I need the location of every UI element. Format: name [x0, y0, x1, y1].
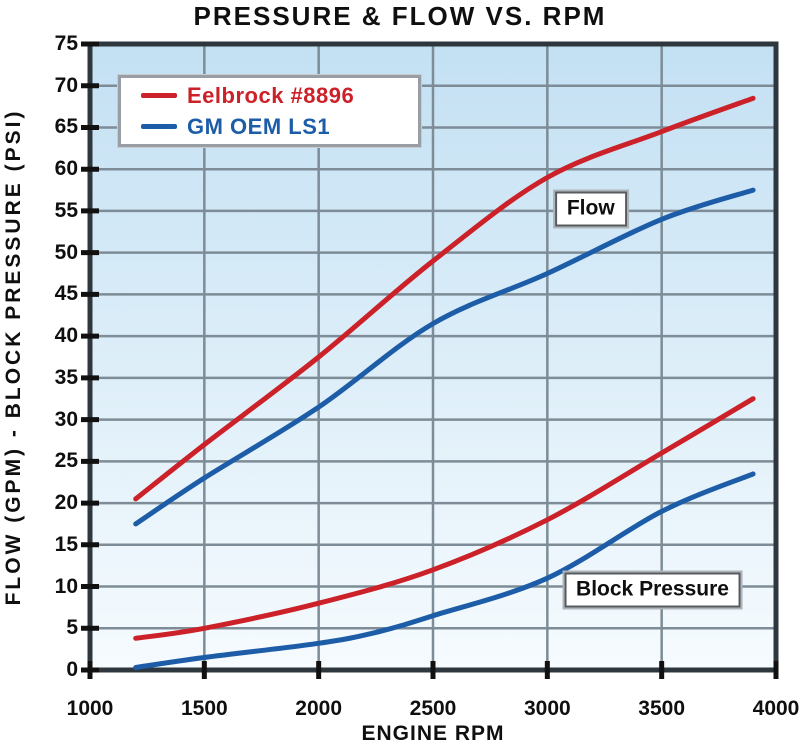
- series-curve: [133, 471, 756, 670]
- x-tick-label: 1000: [66, 697, 114, 720]
- y-tick-label: 75: [54, 32, 78, 55]
- legend-box: Eelbrock #8896 GM OEM LS1: [118, 75, 421, 147]
- x-tick-label: 3500: [638, 697, 686, 720]
- block-pressure-annotation: Block Pressure: [564, 572, 741, 608]
- series-curve: [133, 187, 756, 527]
- y-tick-label: 5: [66, 616, 78, 640]
- legend-label-gm-oem-ls1: GM OEM LS1: [187, 113, 331, 139]
- y-tick-label: 30: [54, 407, 78, 431]
- legend-label-edelbrock: Eelbrock #8896: [187, 82, 355, 108]
- y-tick-label: 0: [66, 658, 78, 681]
- y-tick-label: 55: [54, 198, 78, 222]
- x-tick-label: 1500: [180, 697, 228, 720]
- chart-title: PRESSURE & FLOW VS. RPM: [193, 1, 607, 31]
- x-tick-label: 3000: [523, 697, 571, 720]
- x-axis-title: ENGINE RPM: [361, 722, 505, 745]
- legend-item-edelbrock: Eelbrock #8896: [141, 83, 418, 109]
- y-tick-label: 35: [54, 365, 78, 389]
- y-tick-label: 60: [54, 157, 78, 181]
- x-tick-label: 4000: [752, 697, 800, 720]
- y-tick-label: 45: [54, 282, 78, 306]
- y-tick-label: 40: [54, 324, 78, 348]
- legend-item-gm-oem-ls1: GM OEM LS1: [141, 114, 418, 140]
- y-tick-label: 50: [54, 240, 78, 264]
- y-tick-label: 20: [54, 491, 78, 515]
- x-tick-label: 2500: [409, 697, 457, 720]
- flow-annotation: Flow: [554, 191, 627, 227]
- y-tick-label: 70: [54, 73, 78, 97]
- y-tick-label: 15: [54, 532, 78, 556]
- y-tick-label: 65: [54, 115, 78, 139]
- blue-line-swatch-icon: [141, 124, 177, 129]
- x-tick-label: 2000: [295, 697, 343, 720]
- red-line-swatch-icon: [141, 93, 177, 98]
- y-tick-label: 10: [54, 574, 78, 598]
- y-tick-label: 25: [54, 449, 78, 473]
- series-curve: [133, 95, 756, 502]
- series-curve: [133, 396, 756, 641]
